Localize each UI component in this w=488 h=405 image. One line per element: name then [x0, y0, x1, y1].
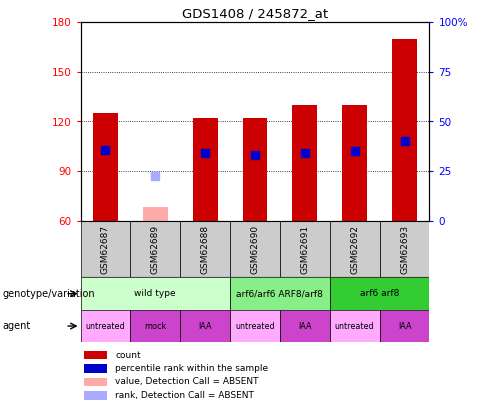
Bar	[180, 310, 230, 342]
Text: IAA: IAA	[298, 322, 311, 330]
Bar	[130, 221, 180, 277]
Text: GSM62693: GSM62693	[400, 224, 409, 274]
Bar	[230, 221, 280, 277]
Point	[102, 146, 109, 153]
Text: GSM62690: GSM62690	[250, 224, 260, 274]
Bar	[93, 113, 118, 221]
Bar	[342, 105, 367, 221]
Bar	[81, 277, 230, 310]
Bar	[280, 310, 330, 342]
Text: mock: mock	[144, 322, 166, 330]
Text: value, Detection Call = ABSENT: value, Detection Call = ABSENT	[116, 377, 259, 386]
Text: agent: agent	[2, 321, 31, 331]
Bar	[143, 207, 168, 221]
Text: genotype/variation: genotype/variation	[2, 289, 95, 298]
Bar	[392, 39, 417, 221]
Bar	[330, 310, 380, 342]
Title: GDS1408 / 245872_at: GDS1408 / 245872_at	[182, 7, 328, 20]
Bar	[330, 277, 429, 310]
Bar	[193, 118, 218, 221]
Bar	[81, 221, 130, 277]
Text: IAA: IAA	[398, 322, 411, 330]
Bar	[280, 221, 330, 277]
Text: wild type: wild type	[135, 289, 176, 298]
Text: rank, Detection Call = ABSENT: rank, Detection Call = ABSENT	[116, 391, 254, 400]
Point	[351, 148, 359, 154]
Text: untreated: untreated	[335, 322, 374, 330]
Bar	[81, 310, 130, 342]
Bar	[84, 364, 107, 373]
Text: GSM62688: GSM62688	[201, 224, 210, 274]
Text: GSM62689: GSM62689	[151, 224, 160, 274]
Bar	[230, 310, 280, 342]
Bar	[180, 221, 230, 277]
Point	[201, 150, 209, 156]
Bar	[230, 277, 330, 310]
Bar	[84, 351, 107, 360]
Text: GSM62691: GSM62691	[300, 224, 309, 274]
Text: GSM62687: GSM62687	[101, 224, 110, 274]
Text: IAA: IAA	[199, 322, 212, 330]
Text: percentile rank within the sample: percentile rank within the sample	[116, 364, 268, 373]
Bar	[84, 377, 107, 386]
Bar	[243, 118, 267, 221]
Bar	[130, 310, 180, 342]
Text: arf6 arf8: arf6 arf8	[360, 289, 399, 298]
Bar	[380, 310, 429, 342]
Point	[151, 173, 159, 179]
Text: untreated: untreated	[235, 322, 275, 330]
Bar	[380, 221, 429, 277]
Bar	[330, 221, 380, 277]
Point	[251, 151, 259, 158]
Text: GSM62692: GSM62692	[350, 225, 359, 273]
Point	[301, 150, 309, 156]
Point	[401, 138, 408, 145]
Text: arf6/arf6 ARF8/arf8: arf6/arf6 ARF8/arf8	[237, 289, 324, 298]
Bar	[292, 105, 317, 221]
Text: count: count	[116, 351, 141, 360]
Bar	[84, 391, 107, 399]
Text: untreated: untreated	[85, 322, 125, 330]
